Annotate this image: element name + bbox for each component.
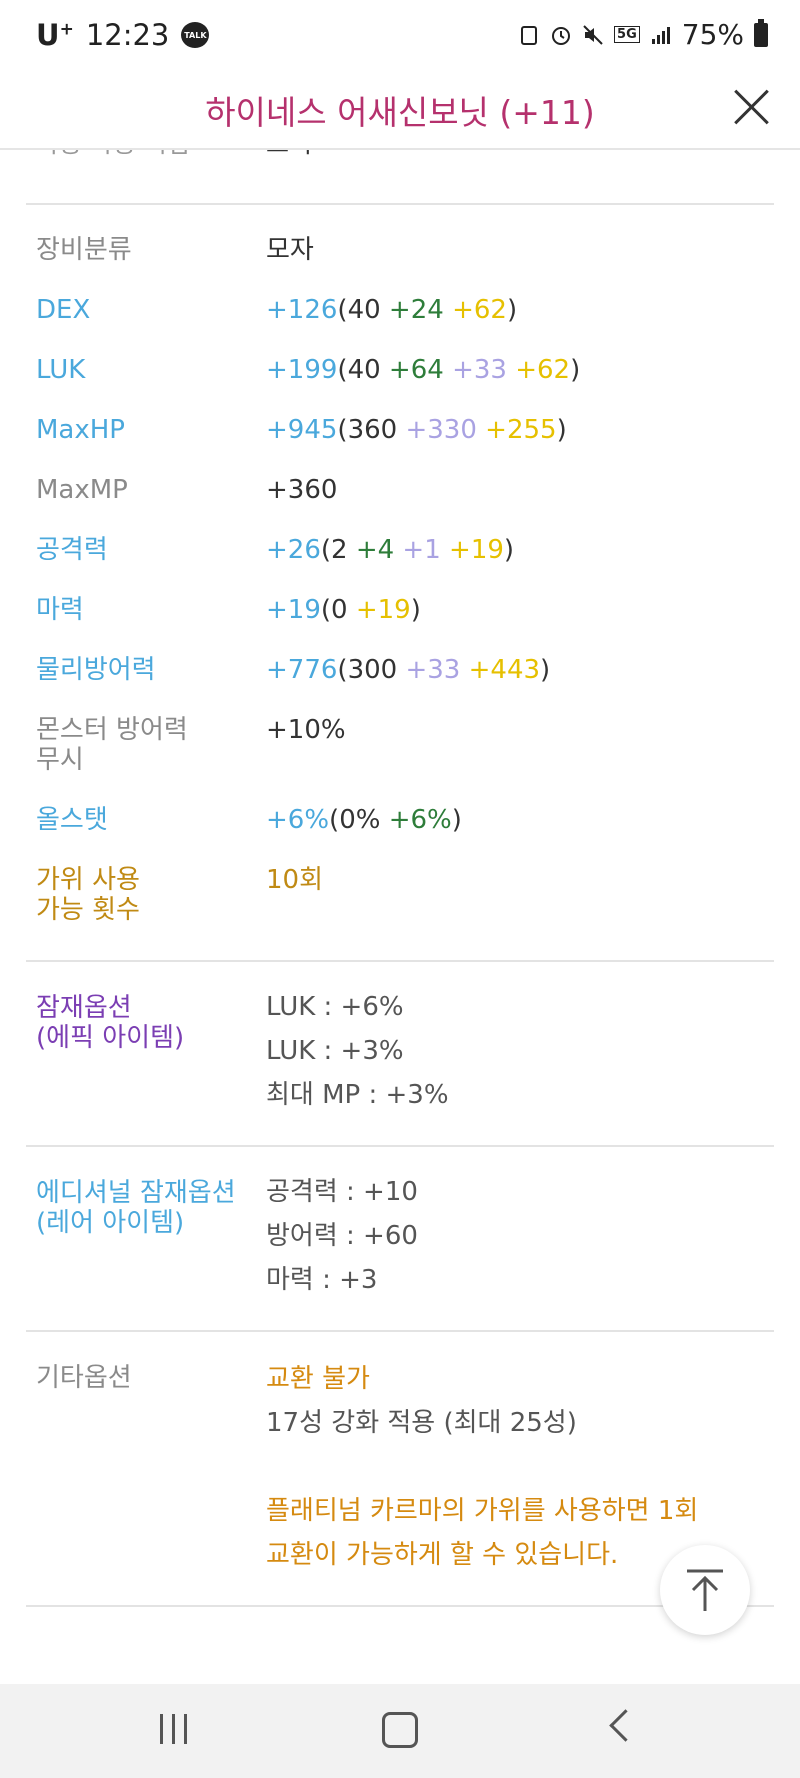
scroll-top-button[interactable] [660,1545,750,1635]
recycle-icon [521,25,538,45]
arrow-up-icon [687,1569,723,1611]
network-5g-icon: 5G [614,26,640,43]
divider [26,1145,774,1147]
divider [26,203,774,205]
job-value: 도적 [266,150,312,160]
potential-lines: LUK : +6% LUK : +3% 최대 MP : +3% [266,985,449,1117]
item-detail-header: 하이네스 어새신보닛 (+11) [0,72,800,150]
clock: 12:23 [85,18,170,52]
job-label: 착용 가능 직업 [36,150,190,158]
divider [26,960,774,962]
system-nav-bar [0,1684,800,1778]
divider [26,1605,774,1607]
carrier-label: U+ [36,18,74,52]
potential-line: LUK : +3% [266,1036,404,1066]
potential-line: LUK : +6% [266,992,404,1022]
mute-icon [583,24,603,45]
battery-icon [754,18,768,47]
karma-note: 교환이 가능하게 할 수 있습니다. [266,1540,619,1570]
close-icon[interactable] [732,86,772,126]
back-icon[interactable] [609,1709,642,1742]
additional-line: 방어력 : +60 [266,1221,418,1251]
star-force: 17성 강화 적용 (최대 25성) [266,1408,577,1438]
trade-status: 교환 불가 [266,1364,370,1394]
potential-line: 최대 MP : +3% [266,1080,449,1110]
additional-line: 마력 : +3 [266,1265,378,1295]
item-title: 하이네스 어새신보닛 (+11) [205,93,595,132]
signal-icon [651,26,670,44]
divider [26,1330,774,1332]
battery-percent: 75% [681,18,744,51]
home-icon[interactable] [382,1712,418,1748]
kakaotalk-icon: TALK [181,22,210,48]
recents-icon[interactable] [158,1714,190,1744]
karma-note: 플래티넘 카르마의 가위를 사용하면 1회 [266,1496,699,1526]
additional-line: 공격력 : +10 [266,1177,418,1207]
status-bar: U+ 12:23 TALK 5G 75% [0,0,800,72]
job-row: 착용 가능 직업 도적 [36,150,776,194]
alarm-icon [552,26,571,45]
additional-lines: 공격력 : +10 방어력 : +60 마력 : +3 [266,1170,418,1302]
